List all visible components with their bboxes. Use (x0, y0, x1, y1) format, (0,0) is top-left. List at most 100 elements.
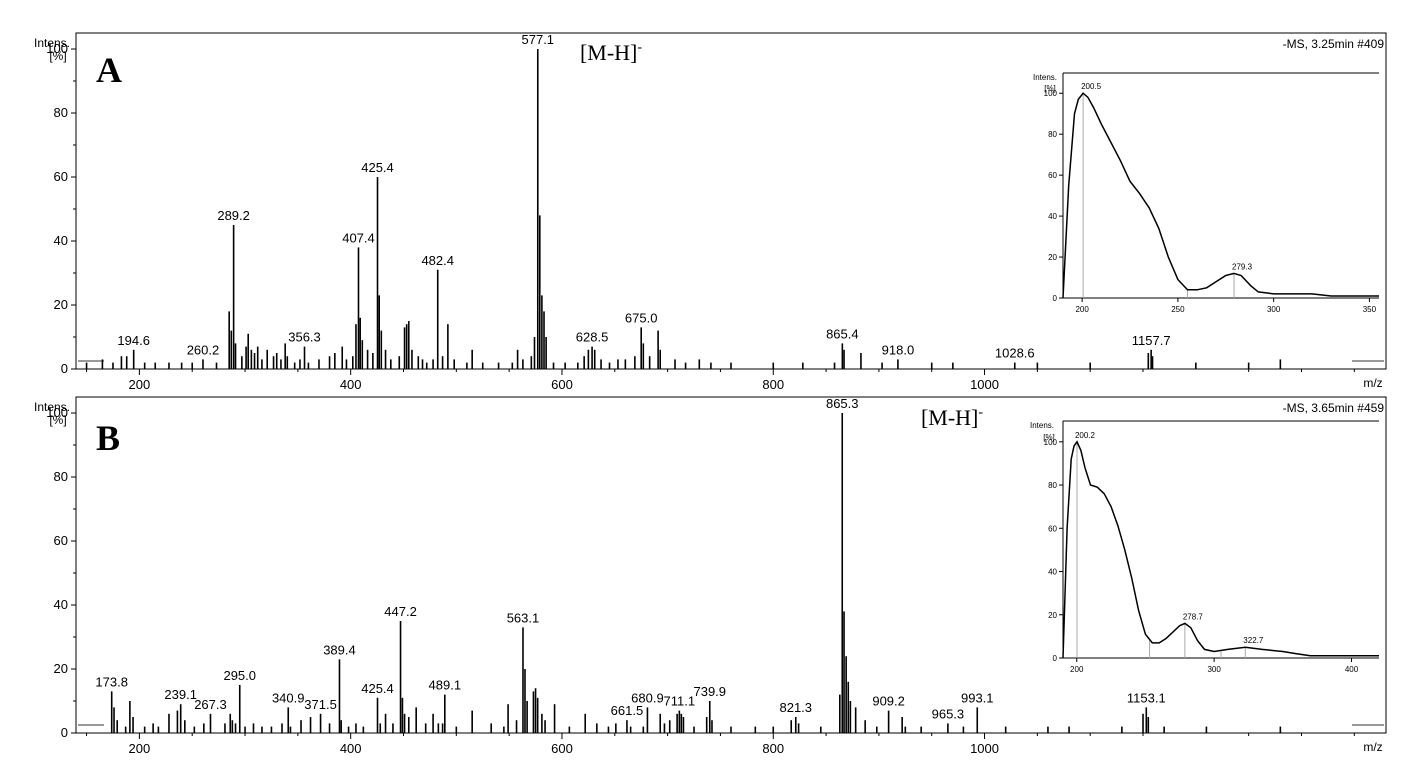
panel-a: Intens. [%] A -MS, 3.25min #409 [M-H]- m… (34, 32, 1387, 392)
panel-a-inset-x-ticks: 200 250 300 350 (1075, 298, 1377, 314)
panel-b-inset-y-unit: [%] (1043, 433, 1055, 442)
panel-b-x-tick-label: 600 (551, 741, 573, 756)
panel-a-peak-label: 577.1 (522, 32, 555, 47)
panel-a-inset-bg (1063, 73, 1379, 298)
panel-a-peak-label: 260.2 (187, 342, 220, 357)
panel-a-inset-y-tick-label: 80 (1048, 130, 1057, 139)
panel-b-inset-y-tick-label: 20 (1048, 611, 1057, 620)
panel-b-peak-label: 447.2 (384, 604, 417, 619)
panel-a-inset-marker-label: 279.3 (1232, 262, 1253, 271)
panel-a-y-ticks: 0 20 40 60 80 100 (46, 41, 76, 376)
panel-a-peak-label: 482.4 (421, 253, 454, 268)
panel-b-peak-label: 993.1 (961, 690, 994, 705)
panel-b-inset-y-label: Intens. (1030, 421, 1054, 430)
panel-a-peak-label: 918.0 (882, 342, 915, 357)
panel-b-inset-x-ticks: 200 300 400 (1070, 658, 1359, 674)
panel-b-inset-y-tick-label: 100 (1044, 438, 1058, 447)
panel-b-letter: B (96, 418, 120, 458)
panel-b-peak-label: 739.9 (693, 684, 726, 699)
panel-b-peak-label: 711.1 (664, 694, 696, 709)
panel-a-peak-label: 628.5 (576, 330, 609, 345)
panel-b-y-tick-label: 80 (54, 469, 68, 484)
panel-b-inset-y-ticks: 0 20 40 60 80 100 (1044, 438, 1063, 663)
panel-a-y-axis-label: Intens. (34, 36, 70, 50)
panel-a-x-axis-label: m/z (1363, 376, 1382, 390)
panel-b-peak-label: 340.9 (272, 690, 305, 705)
panel-a-inset-y-tick-label: 100 (1044, 89, 1058, 98)
panel-b-peak-label: 965.3 (932, 706, 965, 721)
panel-b-x-ticks: 200 400 600 800 1000 (86, 733, 1355, 756)
panel-b-y-ticks: 0 20 40 60 80 100 (46, 405, 76, 740)
panel-a-peak-label: 675.0 (625, 310, 658, 325)
panel-b-x-tick-label: 400 (340, 741, 362, 756)
panel-a-y-tick-label: 20 (54, 297, 68, 312)
panel-b-y-tick-label: 20 (54, 661, 68, 676)
panel-a-inset-markers: 200.5 279.3 (1081, 82, 1253, 298)
panel-b-x-tick-label: 800 (762, 741, 784, 756)
panel-a-inset: Intens. [%] 0 20 40 60 80 100 200 250 300 350 20… (1033, 72, 1379, 314)
panel-b-inset-x-tick-label: 400 (1345, 665, 1359, 674)
panel-b-x-tick-label: 200 (129, 741, 151, 756)
panel-b: Intens. [%] B -MS, 3.65min #459 [M-H]- m… (34, 396, 1387, 756)
panel-b-inset-marker-label: 278.7 (1183, 612, 1204, 621)
panel-b-y-tick-label: 100 (46, 405, 68, 420)
panel-b-inset-uv-trace (1062, 440, 1379, 659)
panel-a-peak-label: 865.4 (826, 326, 859, 341)
panel-b-x-tick-label: 1000 (970, 741, 999, 756)
panel-a-inset-x-tick-label: 250 (1171, 305, 1185, 314)
panel-b-inset-x-tick-label: 200 (1070, 665, 1084, 674)
panel-a-run-label: -MS, 3.25min #409 (1283, 37, 1385, 51)
panel-b-inset-y-tick-label: 60 (1048, 524, 1057, 533)
panel-b-y-tick-label: 40 (54, 597, 68, 612)
panel-b-peak-label: 371.5 (304, 697, 337, 712)
panel-a-peak-label: 289.2 (217, 208, 250, 223)
panel-b-peak-label: 239.1 (164, 687, 197, 702)
panel-a-inset-y-label: Intens. (1033, 73, 1057, 82)
panel-b-peak-label: 295.0 (223, 668, 256, 683)
panel-b-y-tick-label: 0 (61, 725, 68, 740)
panel-b-peaks (110, 413, 1282, 733)
panel-b-peak-label: 389.4 (323, 642, 356, 657)
panel-a-peak-labels: 194.6 260.2 289.2 356.3 407.4 425.4 482.4 577.1… (117, 32, 1170, 361)
panel-b-inset-marker-label: 200.2 (1075, 431, 1096, 440)
panel-b-peak-label: 821.3 (779, 700, 812, 715)
panel-b-ion-label-sup: - (978, 405, 983, 420)
panel-a-x-tick-label: 600 (551, 377, 573, 392)
panel-a-y-tick-label: 80 (54, 105, 68, 120)
panel-a-inset-y-tick-label: 0 (1053, 294, 1058, 303)
panel-b-peak-label: 661.5 (611, 703, 644, 718)
panel-b-inset-markers: 200.2 278.7 322.7 (1075, 431, 1264, 658)
panel-a-inset-y-tick-label: 40 (1048, 212, 1057, 221)
panel-b-inset-y-tick-label: 0 (1053, 654, 1058, 663)
panel-b-ion-label: [M-H]- (921, 405, 983, 430)
panel-b-inset-bg (1063, 421, 1379, 658)
panel-b-peak-label: 680.9 (631, 690, 664, 705)
panel-a-peak-label: 194.6 (117, 333, 150, 348)
panel-a-inset-y-unit: [%] (1044, 84, 1056, 93)
panel-a-inset-y-tick-label: 60 (1048, 171, 1057, 180)
panel-b-peak-label: 865.3 (826, 396, 859, 411)
panel-a-inset-uv-trace (1062, 92, 1379, 299)
panel-b-peak-label: 563.1 (507, 610, 540, 625)
panel-a-x-tick-label: 800 (762, 377, 784, 392)
panel-a-inset-x-tick-label: 350 (1363, 305, 1377, 314)
panel-b-inset-x-tick-label: 300 (1207, 665, 1221, 674)
panel-b-peak-label: 489.1 (429, 678, 462, 693)
panel-a-x-tick-label: 1000 (970, 377, 999, 392)
panel-a-inset-y-tick-label: 20 (1048, 253, 1057, 262)
panel-a-inset-y-ticks: 0 20 40 60 80 100 (1044, 89, 1063, 303)
panel-a-x-tick-label: 200 (129, 377, 151, 392)
panel-a-peak-label: 1157.7 (1132, 333, 1171, 348)
panel-a-y-tick-label: 100 (46, 41, 68, 56)
panel-b-inset-marker-label: 322.7 (1243, 636, 1264, 645)
panel-b-run-label: -MS, 3.65min #459 (1283, 401, 1385, 415)
panel-a-inset-marker-label: 200.5 (1081, 82, 1102, 91)
panel-a-inset-x-tick-label: 200 (1075, 305, 1089, 314)
panel-b-inset-y-tick-label: 80 (1048, 481, 1057, 490)
panel-b-y-axis-label: Intens. (34, 400, 70, 414)
panel-b-peak-label: 909.2 (872, 694, 905, 709)
panel-a-y-tick-label: 60 (54, 169, 68, 184)
panel-a-letter: A (96, 50, 122, 90)
